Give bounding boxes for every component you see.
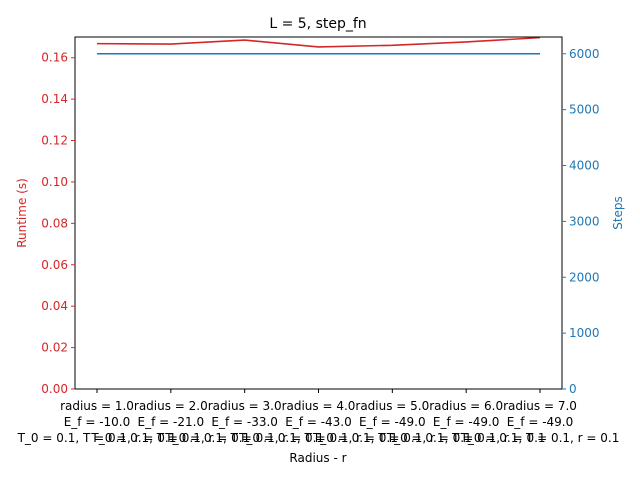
x-tick-label-line: E_f = -43.0	[285, 415, 352, 429]
series-line-1	[96, 36, 541, 48]
x-tick-label: radius = 6.0 E_f = -49.0 T_0 = 0.1, T = 0.…	[386, 399, 546, 445]
x-tick-label-line: E_f = -21.0	[138, 415, 205, 429]
x-tick-label: radius = 2.0 E_f = -21.0 T_0 = 0.1, T = 0.…	[90, 399, 250, 445]
y-left-tick-label: 0.14	[41, 92, 68, 106]
y-left-tick-label: 0.16	[41, 51, 68, 65]
x-tick-label-line: radius = 3.0	[208, 399, 282, 413]
x-tick-label: radius = 4.0 E_f = -43.0 T_0 = 0.1, T = 0.…	[238, 399, 398, 445]
y-left-tick-label: 0.12	[41, 134, 68, 148]
x-tick-label-line: T_0 = 0.1, T = 0.1, r = 0.1	[312, 431, 472, 445]
plot-area: 0.00 0.02 0.04 0.06 0.08 0.10 0.12 0.14 0.16 0 100…	[17, 36, 620, 445]
x-tick-label: radius = 3.0 E_f = -33.0 T_0 = 0.1, T = 0.…	[164, 399, 324, 445]
x-tick-label-line: E_f = -33.0	[211, 415, 278, 429]
y-left-tick-label: 0.00	[41, 382, 68, 396]
x-tick-label-line: T_0 = 0.1, T = 0.1, r = 0.1	[386, 431, 546, 445]
x-tick-label-line: T_0 = 0.1, T = 0.1, r = 0.1	[238, 431, 398, 445]
x-tick-label-line: radius = 7.0	[503, 399, 577, 413]
y-left-tick-label: 0.06	[41, 258, 68, 272]
x-tick-label: radius = 7.0 E_f = -49.0 T_0 = 0.1, T = 0.…	[460, 399, 620, 445]
x-tick-label-line: E_f = -49.0	[433, 415, 500, 429]
y-axis-left-label: Runtime (s)	[15, 178, 29, 248]
x-tick-label-line: radius = 5.0	[355, 399, 429, 413]
x-tick-label-line: radius = 2.0	[134, 399, 208, 413]
x-tick-label-line: E_f = -10.0	[64, 415, 131, 429]
x-tick-label-line: E_f = -49.0	[507, 415, 574, 429]
y-left-tick-label: 0.10	[41, 175, 68, 189]
y-right-tick-label: 4000	[569, 159, 600, 173]
chart-title: L = 5, step_fn	[269, 16, 366, 32]
x-tick-label-line: T_0 = 0.1, T = 0.1, r = 0.1	[164, 431, 324, 445]
x-tick-label: radius = 1.0 E_f = -10.0 T_0 = 0.1, T = 0.…	[17, 399, 177, 445]
y-left-tick-label: 0.04	[41, 299, 68, 313]
x-tick-label-line: radius = 1.0	[60, 399, 134, 413]
plot-frame	[74, 36, 563, 390]
y-left-tick-label: 0.02	[41, 341, 68, 355]
y-right-tick-label: 2000	[569, 270, 600, 284]
x-tick-label-line: E_f = -49.0	[359, 415, 426, 429]
x-tick-label: radius = 5.0 E_f = -49.0 T_0 = 0.1, T = 0.…	[312, 399, 472, 445]
x-tick-label-line: radius = 6.0	[429, 399, 503, 413]
y-right-tick-label: 0	[569, 382, 577, 396]
y-right-tick-label: 5000	[569, 103, 600, 117]
x-tick-label-line: T_0 = 0.1, T = 0.1, r = 0.1	[460, 431, 620, 445]
x-tick-label-line: T_0 = 0.1, T = 0.1, r = 0.1	[90, 431, 250, 445]
y-right-tick-label: 1000	[569, 326, 600, 340]
x-tick-label-line: T_0 = 0.1, T = 0.1, r = 0.1	[17, 431, 177, 445]
y-right-tick-label: 3000	[569, 214, 600, 228]
x-axis-label: Radius - r	[289, 451, 346, 465]
x-tick-label-line: radius = 4.0	[282, 399, 356, 413]
y-axis-right-label: Steps	[611, 196, 625, 230]
y-left-tick-label: 0.08	[41, 216, 68, 230]
y-right-tick-label: 6000	[569, 47, 600, 61]
